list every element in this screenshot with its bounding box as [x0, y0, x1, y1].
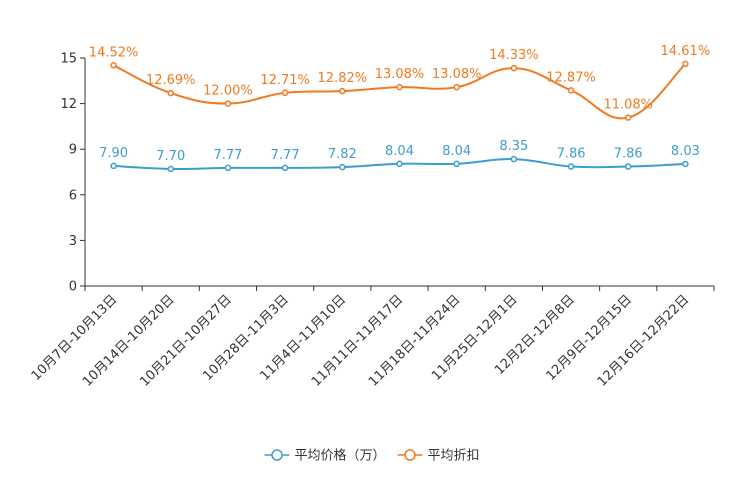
data-label: 7.82: [328, 147, 357, 162]
data-point[interactable]: [224, 164, 232, 172]
data-point[interactable]: [339, 163, 346, 171]
legend: 平均价格（万） 平均折扣: [264, 448, 480, 464]
data-label: 8.04: [442, 144, 471, 159]
data-point[interactable]: [567, 163, 575, 170]
data-point[interactable]: [396, 83, 403, 91]
series-avg-price: 7.90 7.70 7.77 7.77 7.82 8.04 8.04 8.35 7.86 7.86…: [99, 139, 700, 173]
legend-label: 平均价格（万）: [295, 448, 386, 464]
y-axis: 0 3 6 9 12 15: [60, 52, 86, 295]
x-axis: 10月7日-10月13日10月14日-10月20日10月21日-10月27日10…: [29, 285, 715, 390]
data-label: 7.90: [99, 146, 128, 161]
y-tick-label: 0: [69, 280, 77, 295]
data-point[interactable]: [281, 89, 289, 97]
data-point[interactable]: [510, 64, 518, 72]
data-label: 13.08%: [375, 67, 425, 82]
y-tick-label: 6: [69, 188, 77, 203]
data-point[interactable]: [453, 160, 460, 168]
data-point[interactable]: [167, 89, 175, 97]
data-label: 14.52%: [89, 45, 139, 60]
data-point[interactable]: [624, 163, 632, 170]
data-label: 7.77: [213, 148, 242, 163]
series-line: [113, 63, 687, 120]
legend-label: 平均折扣: [428, 449, 480, 464]
data-point[interactable]: [567, 87, 575, 94]
y-tick-label: 15: [60, 52, 77, 67]
data-point[interactable]: [682, 60, 689, 68]
data-label: 12.71%: [260, 73, 310, 88]
data-label: 14.61%: [661, 44, 711, 59]
data-point[interactable]: [110, 62, 117, 69]
data-point[interactable]: [624, 114, 632, 121]
data-label: 12.00%: [203, 84, 253, 99]
data-label: 12.87%: [546, 70, 596, 85]
data-label: 7.86: [557, 147, 586, 162]
data-label: 12.82%: [318, 71, 368, 86]
data-label: 8.35: [499, 139, 528, 154]
data-label: 14.33%: [489, 48, 539, 63]
data-point[interactable]: [167, 165, 175, 173]
data-label: 8.03: [671, 144, 700, 159]
legend-item-avg-price[interactable]: 平均价格（万）: [264, 448, 386, 464]
data-point[interactable]: [682, 160, 689, 168]
data-label: 7.70: [156, 149, 185, 164]
data-point[interactable]: [510, 155, 518, 163]
series-avg-discount: 14.52% 12.69% 12.00% 12.71% 12.82% 13.08% 13.0…: [89, 44, 711, 121]
legend-marker-icon: [404, 449, 416, 461]
data-point[interactable]: [339, 87, 346, 95]
data-label: 8.04: [385, 144, 414, 159]
data-label: 12.69%: [146, 73, 196, 88]
y-tick-label: 9: [69, 143, 77, 158]
y-tick-label: 12: [60, 97, 77, 112]
data-point[interactable]: [396, 160, 403, 168]
data-point[interactable]: [110, 162, 117, 170]
legend-marker-icon: [271, 449, 283, 461]
data-point[interactable]: [453, 83, 460, 91]
data-label: 7.86: [614, 147, 643, 162]
data-point[interactable]: [281, 164, 289, 172]
data-label: 11.08%: [603, 98, 653, 113]
y-tick-label: 3: [69, 234, 77, 249]
data-point[interactable]: [224, 100, 232, 107]
data-label: 7.77: [271, 148, 300, 163]
legend-item-avg-discount[interactable]: 平均折扣: [397, 449, 480, 464]
data-label: 13.08%: [432, 67, 482, 82]
